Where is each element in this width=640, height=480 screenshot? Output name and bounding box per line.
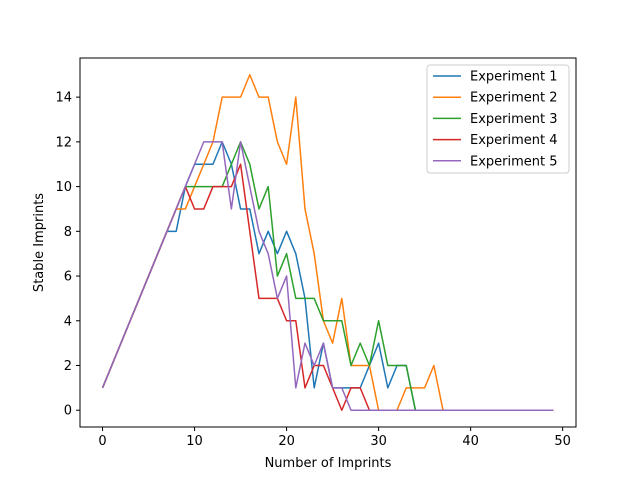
x-tick-label: 30 — [370, 434, 387, 449]
y-tick-label: 10 — [55, 180, 72, 195]
x-tick-label: 20 — [278, 434, 295, 449]
x-axis-ticks: 0 10 20 30 40 50 — [98, 427, 571, 449]
y-tick-label: 6 — [64, 270, 72, 285]
legend: Experiment 1 Experiment 2 Experiment 3 Expe… — [426, 64, 570, 174]
x-tick-label: 0 — [98, 434, 106, 449]
y-tick-label: 2 — [64, 359, 72, 374]
series-layer — [101, 74, 554, 411]
legend-label: Experiment 4 — [470, 133, 558, 148]
x-tick-label: 40 — [462, 434, 479, 449]
y-axis-ticks: 0 2 4 6 8 10 12 14 — [55, 91, 80, 419]
y-tick-label: 14 — [55, 91, 72, 106]
y-tick-label: 8 — [64, 225, 72, 240]
y-tick-label: 0 — [64, 404, 72, 419]
series-line-experiment-5 — [101, 141, 554, 411]
x-tick-label: 10 — [186, 434, 203, 449]
legend-box — [426, 64, 570, 174]
x-tick-label: 50 — [554, 434, 571, 449]
axes-frame — [79, 57, 577, 428]
legend-label: Experiment 5 — [470, 154, 558, 169]
y-tick-label: 12 — [55, 135, 72, 150]
legend-label: Experiment 2 — [470, 91, 558, 106]
y-tick-label: 4 — [64, 314, 72, 329]
legend-label: Experiment 1 — [470, 70, 558, 85]
y-axis-label: Stable Imprints — [32, 193, 47, 292]
x-axis-label: Number of Imprints — [265, 456, 392, 471]
legend-label: Experiment 3 — [470, 112, 558, 127]
